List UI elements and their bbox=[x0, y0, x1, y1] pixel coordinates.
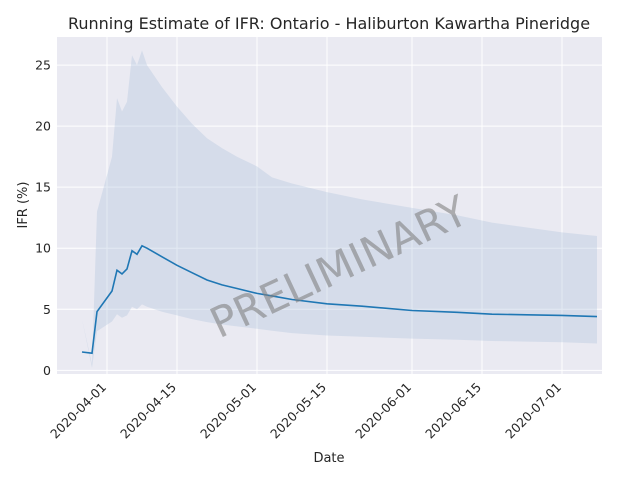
y-tick-label: 20 bbox=[35, 119, 51, 134]
y-tick-label: 5 bbox=[43, 302, 51, 317]
x-tick-label: 2020-06-15 bbox=[422, 380, 484, 442]
x-tick-label: 2020-04-15 bbox=[117, 380, 179, 442]
confidence-band bbox=[82, 50, 597, 368]
x-tick-label: 2020-05-01 bbox=[197, 380, 259, 442]
y-tick-label: 10 bbox=[35, 241, 51, 256]
x-tick-label: 2020-07-01 bbox=[502, 380, 564, 442]
x-tick-label: 2020-06-01 bbox=[352, 380, 414, 442]
plot-area bbox=[57, 37, 602, 374]
y-gridlines bbox=[57, 64, 602, 371]
ifr-line bbox=[81, 244, 598, 355]
y-tick-labels: 0 5 10 15 20 25 bbox=[35, 58, 51, 378]
x-gridlines bbox=[106, 37, 563, 374]
chart-title: Running Estimate of IFR: Ontario - Halib… bbox=[68, 14, 590, 33]
y-tick-label: 15 bbox=[35, 180, 51, 195]
x-tick-label: 2020-04-01 bbox=[47, 380, 109, 442]
y-tick-label: 25 bbox=[35, 58, 51, 73]
y-tick-label: 0 bbox=[43, 363, 51, 378]
y-axis-label: IFR (%) bbox=[16, 182, 31, 229]
x-tick-labels: 2020-04-01 2020-04-15 2020-05-01 2020-05-15… bbox=[47, 380, 564, 442]
x-tick-label: 2020-05-15 bbox=[267, 380, 329, 442]
x-axis-label: Date bbox=[313, 451, 344, 466]
